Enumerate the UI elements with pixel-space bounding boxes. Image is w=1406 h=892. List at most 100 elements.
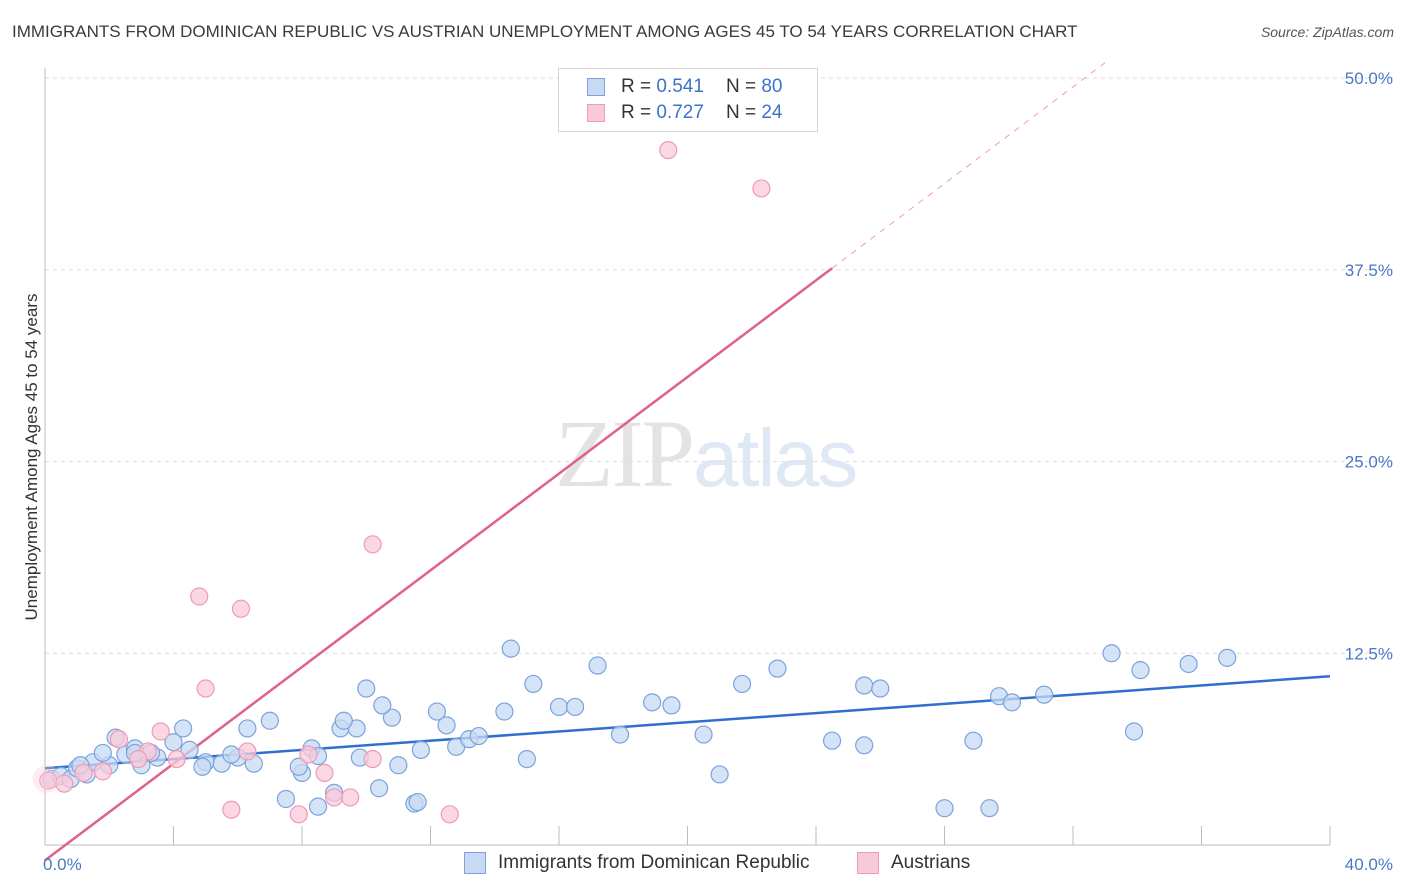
point-dominican bbox=[370, 779, 389, 798]
point-dominican bbox=[389, 756, 408, 775]
point-dominican bbox=[980, 799, 999, 818]
point-austrians bbox=[55, 774, 74, 793]
point-dominican bbox=[1124, 722, 1144, 741]
point-austrians bbox=[363, 749, 382, 769]
point-dominican bbox=[427, 702, 447, 721]
point-austrians bbox=[238, 742, 257, 761]
bottom-legend-dominican: Immigrants from Dominican Republic bbox=[464, 852, 810, 874]
y-axis-label: Unemployment Among Ages 45 to 54 years bbox=[22, 294, 41, 621]
legend-r-value: 0.541 bbox=[656, 76, 704, 97]
bottom-legend-swatch-pink bbox=[857, 852, 879, 874]
point-austrians bbox=[325, 788, 344, 807]
point-dominican bbox=[437, 716, 456, 735]
point-dominican bbox=[276, 789, 296, 809]
legend-n-label: N = bbox=[725, 76, 757, 97]
point-austrians bbox=[315, 763, 334, 783]
point-austrians bbox=[299, 745, 318, 764]
source-label: Source: ZipAtlas.com bbox=[1260, 24, 1394, 40]
point-dominican bbox=[710, 765, 729, 784]
point-dominican bbox=[662, 696, 681, 715]
point-dominican bbox=[501, 639, 520, 658]
point-dominican bbox=[935, 799, 954, 818]
point-dominican bbox=[871, 679, 890, 698]
legend-n-label: N = bbox=[725, 102, 757, 123]
legend-n-value: 80 bbox=[761, 76, 783, 97]
y-tick-label: 37.5% bbox=[1345, 261, 1393, 280]
point-austrians bbox=[752, 179, 771, 198]
legend-r-label: R = bbox=[621, 102, 652, 123]
x-tick-label: 40.0% bbox=[1345, 855, 1393, 874]
point-dominican bbox=[334, 711, 353, 730]
point-dominican bbox=[855, 736, 874, 755]
point-dominican bbox=[822, 731, 842, 750]
point-dominican bbox=[289, 757, 308, 776]
watermark-atlas: atlas bbox=[693, 413, 858, 504]
point-dominican bbox=[373, 696, 392, 715]
legend-swatch-blue bbox=[587, 78, 605, 96]
point-dominican bbox=[768, 659, 787, 678]
watermark: ZIPatlas bbox=[555, 398, 858, 509]
point-austrians bbox=[196, 679, 215, 698]
point-dominican bbox=[1131, 661, 1150, 680]
point-dominican bbox=[517, 749, 536, 769]
point-dominican bbox=[964, 731, 983, 750]
point-dominican bbox=[93, 743, 112, 763]
point-austrians bbox=[167, 749, 186, 769]
y-tick-label: 50.0% bbox=[1345, 69, 1393, 88]
point-dominican bbox=[193, 757, 212, 776]
point-dominican bbox=[411, 740, 430, 759]
point-dominican bbox=[565, 697, 585, 717]
gridlines bbox=[45, 77, 1395, 654]
point-austrians bbox=[659, 140, 678, 160]
legend-row-dominican: R = 0.541 N = 80 bbox=[587, 75, 782, 99]
point-austrians bbox=[151, 722, 170, 741]
point-cluster bbox=[32, 765, 61, 794]
x-tick-label: 0.0% bbox=[43, 855, 82, 874]
point-austrians bbox=[341, 788, 360, 807]
point-dominican bbox=[1034, 685, 1054, 704]
trend-line-dominican bbox=[44, 675, 1331, 770]
y-tick-label: 25.0% bbox=[1345, 453, 1393, 472]
y-tick-label: 12.5% bbox=[1345, 644, 1393, 663]
bottom-legend-austrians: Austrians bbox=[857, 852, 970, 874]
legend-r-label: R = bbox=[621, 76, 652, 97]
point-austrians bbox=[93, 762, 112, 781]
point-austrians bbox=[190, 587, 209, 606]
point-austrians bbox=[289, 805, 308, 824]
point-dominican bbox=[855, 676, 874, 695]
legend-row-austrians: R = 0.727 N = 24 bbox=[587, 101, 782, 125]
point-austrians bbox=[231, 599, 251, 618]
point-dominican bbox=[588, 656, 607, 675]
point-austrians bbox=[222, 800, 241, 819]
point-dominican bbox=[308, 797, 328, 816]
point-dominican bbox=[643, 693, 662, 712]
point-dominican bbox=[610, 725, 630, 744]
point-dominican bbox=[174, 719, 193, 738]
bottom-legend-swatch-blue bbox=[464, 852, 486, 874]
chart-title: IMMIGRANTS FROM DOMINICAN REPUBLIC VS AU… bbox=[12, 22, 1078, 41]
tick-labels: 12.5% 25.0% 37.5% 50.0% 0.0% 40.0% bbox=[43, 69, 1393, 874]
legend-r-value: 0.727 bbox=[656, 102, 704, 123]
point-austrians bbox=[109, 730, 128, 749]
point-dominican bbox=[469, 726, 488, 746]
point-dominican bbox=[180, 740, 199, 759]
point-dominican bbox=[549, 697, 569, 717]
point-dominican bbox=[357, 679, 376, 698]
point-dominican bbox=[1002, 693, 1022, 712]
point-dominican bbox=[495, 702, 514, 721]
point-austrians bbox=[74, 763, 93, 783]
point-dominican bbox=[1179, 654, 1198, 674]
legend-swatch-pink bbox=[587, 104, 605, 122]
trend-line-austrians-extension bbox=[831, 62, 1106, 269]
point-dominican bbox=[222, 745, 241, 764]
correlation-legend: R = 0.541 N = 80 R = 0.727 N = 24 bbox=[558, 68, 818, 132]
bottom-legend-label-austrians: Austrians bbox=[891, 852, 971, 873]
data-points bbox=[32, 140, 1237, 824]
point-austrians bbox=[440, 805, 459, 824]
legend-n-value: 24 bbox=[761, 102, 783, 123]
point-dominican bbox=[382, 708, 402, 727]
point-dominican bbox=[694, 725, 713, 744]
point-dominican bbox=[260, 711, 279, 730]
point-dominican bbox=[733, 674, 752, 694]
